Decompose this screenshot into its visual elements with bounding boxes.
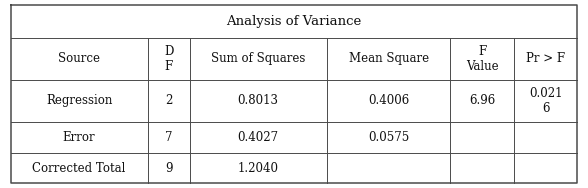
Text: Analysis of Variance: Analysis of Variance [226,15,362,28]
Text: D
F: D F [164,45,173,73]
Text: Pr > F: Pr > F [526,52,565,65]
Text: Source: Source [58,52,100,65]
Text: 0.021
6: 0.021 6 [529,87,562,115]
Text: 7: 7 [165,131,172,144]
Text: F
Value: F Value [466,45,499,73]
Text: 1.2040: 1.2040 [238,162,279,175]
Text: Mean Square: Mean Square [349,52,429,65]
Text: 0.4027: 0.4027 [238,131,279,144]
Text: Corrected Total: Corrected Total [32,162,126,175]
Text: Regression: Regression [46,94,112,107]
Text: 0.0575: 0.0575 [368,131,409,144]
Text: 0.8013: 0.8013 [238,94,279,107]
Text: Error: Error [63,131,95,144]
Text: 0.4006: 0.4006 [368,94,409,107]
Text: 6.96: 6.96 [469,94,495,107]
Text: 9: 9 [165,162,172,175]
Text: Sum of Squares: Sum of Squares [211,52,305,65]
Text: 2: 2 [165,94,172,107]
